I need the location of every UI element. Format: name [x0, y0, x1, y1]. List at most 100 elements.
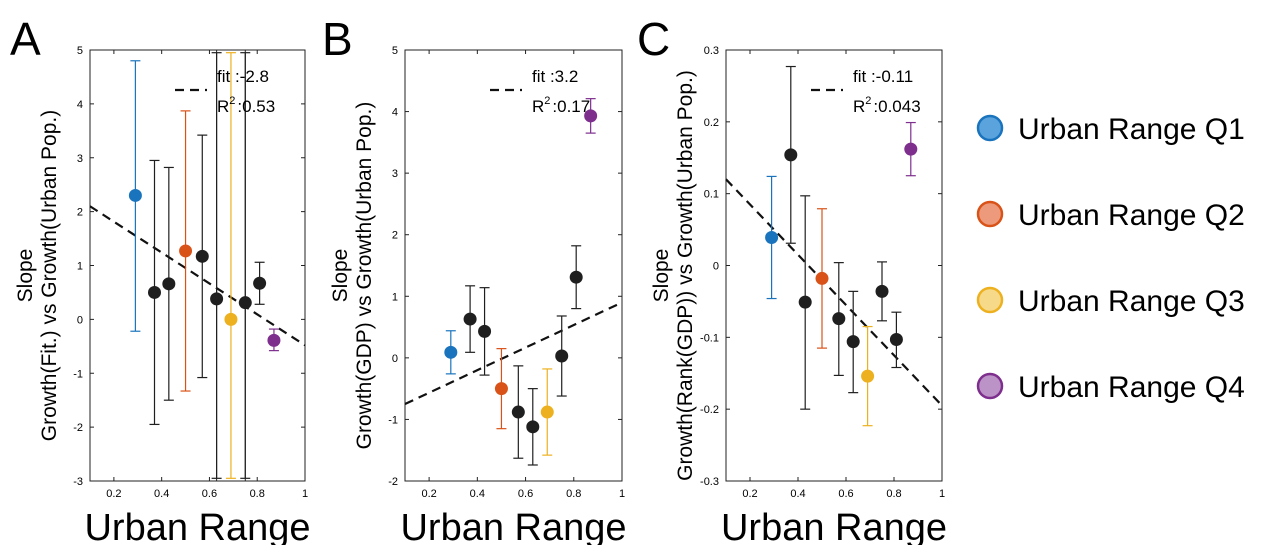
- panel-letter: A: [10, 13, 41, 65]
- data-point: [798, 295, 812, 309]
- panel-c: C 0.2 0.4 0.6 0.8 1 -0.3 -0.2 -0.1 0 0.1 0.2 0.3 fit …: [637, 13, 947, 545]
- x-axis-label: Urban Range: [721, 507, 947, 545]
- r2-superscript: 2: [544, 95, 550, 107]
- panel-letter: C: [637, 13, 670, 65]
- data-point: [584, 109, 598, 123]
- x-tick-label: 0.2: [421, 488, 436, 500]
- axes-frame: [404, 49, 623, 482]
- y-tick-label: -0.2: [700, 404, 719, 416]
- y-tick-label: 0: [392, 353, 398, 365]
- y-tick-label: 0.1: [704, 189, 719, 201]
- y-tick-label: 0.2: [704, 117, 719, 129]
- r2-superscript: 2: [229, 95, 235, 107]
- x-tick-label: 0.8: [566, 488, 581, 500]
- legend-label-q1: Urban Range Q1: [1018, 113, 1245, 146]
- data-point: [846, 335, 860, 349]
- y-tick-label: -0.3: [700, 476, 719, 488]
- x-axis-label: Urban Range: [400, 507, 626, 545]
- legend-marker-q1: [976, 114, 1004, 142]
- x-tick-label: 0.8: [886, 488, 901, 500]
- y-axis-label-top: Slope: [650, 249, 673, 303]
- y-tick-label: 0.3: [704, 45, 719, 57]
- data-point: [815, 271, 829, 285]
- legend-r2-label: R2:0.043: [853, 95, 921, 116]
- y-tick-label: 5: [392, 45, 398, 57]
- data-point: [162, 277, 176, 291]
- y-axis-label-top: Slope: [329, 249, 352, 303]
- r2-symbol: R: [853, 97, 865, 116]
- data-point: [904, 142, 918, 156]
- data-point: [889, 332, 903, 346]
- y-tick-label: -0.1: [700, 332, 719, 344]
- r2-superscript: 2: [865, 95, 871, 107]
- x-tick-label: 1: [619, 488, 625, 500]
- legend-fit-label: fit :-0.11: [853, 67, 913, 86]
- data-point: [511, 405, 525, 419]
- data-point: [179, 244, 193, 258]
- legend-marker-q2: [976, 200, 1004, 228]
- data-point: [128, 188, 142, 202]
- y-axis-label-bottom: Growth(GDP) vs Growth(Urban Pop.): [353, 102, 376, 450]
- y-tick-label: -1: [388, 414, 398, 426]
- legend-marker-q3: [976, 286, 1004, 314]
- legend-fit-label: fit :3.2: [532, 67, 578, 86]
- legend-label-q4: Urban Range Q4: [1018, 371, 1245, 404]
- data-point: [784, 148, 798, 162]
- y-tick-label: 5: [77, 45, 83, 57]
- r2-value: :0.043: [873, 97, 920, 116]
- legend-r2-label: R2:0.17: [532, 95, 590, 116]
- data-point: [444, 345, 458, 359]
- legend-fit-label: fit :-2.8: [217, 67, 269, 86]
- y-tick-label: 3: [77, 153, 83, 165]
- x-tick-label: 0.2: [742, 488, 757, 500]
- y-tick-label: 1: [77, 261, 83, 273]
- y-tick-label: 4: [77, 99, 83, 111]
- y-axis-label-bottom: Growth(Fit.) vs Growth(Urban Pop.): [38, 110, 61, 441]
- fit-line: [89, 205, 306, 347]
- r2-symbol: R: [217, 97, 229, 116]
- y-axis-label-top: Slope: [14, 249, 37, 303]
- x-tick-label: 1: [302, 488, 308, 500]
- r2-value: :0.17: [552, 97, 590, 116]
- legend-marker-q4: [976, 372, 1004, 400]
- y-tick-label: 3: [392, 168, 398, 180]
- x-tick-label: 0.6: [518, 488, 533, 500]
- data-point: [224, 312, 238, 326]
- x-tick-label: 0.4: [790, 488, 805, 500]
- y-tick-label: -3: [73, 476, 83, 488]
- y-tick-label: 2: [77, 207, 83, 219]
- data-point: [569, 270, 583, 284]
- y-tick-label: 1: [392, 291, 398, 303]
- data-point: [253, 276, 267, 290]
- y-tick-label: 0: [713, 261, 719, 273]
- x-tick-label: 0.6: [202, 488, 217, 500]
- r2-symbol: R: [532, 97, 544, 116]
- data-point: [832, 312, 846, 326]
- y-tick-label: 4: [392, 107, 398, 119]
- data-point: [238, 296, 252, 310]
- data-point: [540, 405, 554, 419]
- x-tick-label: 0.2: [106, 488, 121, 500]
- r2-value: :0.53: [237, 97, 275, 116]
- data-point: [875, 284, 889, 298]
- legend-label-q2: Urban Range Q2: [1018, 199, 1245, 232]
- data-point: [210, 292, 224, 306]
- y-axis-label-bottom: Growth(Rank(GDP)) vs Growth(Urban Pop.): [674, 70, 697, 481]
- x-axis-label: Urban Range: [84, 507, 310, 545]
- data-point: [463, 312, 477, 326]
- legend-label-q3: Urban Range Q3: [1018, 285, 1245, 318]
- data-point: [526, 420, 540, 434]
- panel-letter: B: [322, 13, 353, 65]
- data-point: [861, 369, 875, 383]
- data-point: [494, 382, 508, 396]
- fit-line: [404, 301, 623, 406]
- y-tick-label: -2: [388, 476, 398, 488]
- data-point: [478, 324, 492, 338]
- y-tick-label: -2: [73, 422, 83, 434]
- x-tick-label: 0.8: [250, 488, 265, 500]
- data-point: [267, 333, 281, 347]
- quartile-legend: Urban Range Q1 Urban Range Q2 Urban Range …: [976, 113, 1245, 404]
